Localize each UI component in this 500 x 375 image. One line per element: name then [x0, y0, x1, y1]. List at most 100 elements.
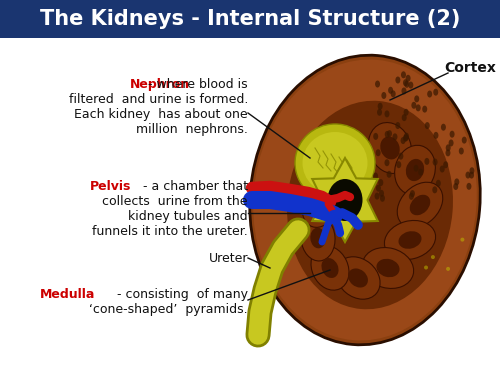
Ellipse shape: [390, 90, 396, 98]
Ellipse shape: [402, 114, 406, 121]
Ellipse shape: [404, 133, 409, 140]
Ellipse shape: [378, 179, 384, 186]
Ellipse shape: [287, 101, 453, 309]
Ellipse shape: [376, 149, 380, 156]
Ellipse shape: [384, 220, 436, 260]
Ellipse shape: [424, 158, 430, 165]
Ellipse shape: [470, 167, 474, 174]
Ellipse shape: [414, 95, 419, 102]
Ellipse shape: [301, 215, 335, 261]
Ellipse shape: [422, 106, 427, 112]
Polygon shape: [312, 158, 378, 242]
Ellipse shape: [311, 246, 349, 290]
Ellipse shape: [425, 122, 430, 129]
Ellipse shape: [384, 110, 390, 117]
Ellipse shape: [410, 195, 430, 215]
Ellipse shape: [384, 159, 390, 166]
Ellipse shape: [362, 248, 414, 288]
Ellipse shape: [446, 267, 450, 271]
Ellipse shape: [403, 79, 408, 86]
FancyBboxPatch shape: [0, 0, 500, 38]
Ellipse shape: [466, 171, 470, 178]
Ellipse shape: [460, 238, 464, 242]
Ellipse shape: [373, 133, 378, 140]
Ellipse shape: [392, 134, 398, 140]
Text: Nephron: Nephron: [130, 78, 190, 91]
Ellipse shape: [432, 186, 438, 194]
Ellipse shape: [416, 104, 420, 111]
Ellipse shape: [302, 183, 338, 227]
Ellipse shape: [453, 183, 458, 190]
Ellipse shape: [380, 136, 400, 159]
Ellipse shape: [373, 172, 378, 180]
Ellipse shape: [431, 255, 435, 259]
Ellipse shape: [377, 109, 382, 116]
Ellipse shape: [310, 149, 354, 191]
Ellipse shape: [400, 137, 406, 144]
Ellipse shape: [404, 109, 408, 116]
Ellipse shape: [406, 75, 410, 82]
Ellipse shape: [404, 81, 409, 88]
Ellipse shape: [459, 147, 464, 154]
Ellipse shape: [440, 165, 444, 172]
Ellipse shape: [312, 195, 328, 215]
Text: - a chamber that
collects  urine from the
kidney tubules and
funnels it into the: - a chamber that collects urine from the…: [92, 180, 248, 238]
Ellipse shape: [398, 231, 421, 249]
Ellipse shape: [401, 71, 406, 78]
Ellipse shape: [397, 182, 443, 228]
Ellipse shape: [376, 259, 400, 277]
Ellipse shape: [328, 179, 362, 221]
Ellipse shape: [404, 134, 408, 141]
Ellipse shape: [402, 87, 406, 94]
Ellipse shape: [386, 171, 392, 178]
Ellipse shape: [394, 145, 436, 195]
Ellipse shape: [410, 190, 415, 197]
Text: - where blood is
filtered  and urine is formed.
Each kidney  has about one
milli: - where blood is filtered and urine is f…: [68, 78, 248, 136]
Ellipse shape: [384, 131, 390, 138]
Ellipse shape: [382, 92, 386, 99]
Text: Medulla: Medulla: [40, 288, 96, 301]
Ellipse shape: [436, 180, 441, 187]
Ellipse shape: [441, 124, 446, 131]
Ellipse shape: [396, 122, 400, 129]
Ellipse shape: [380, 195, 385, 202]
Ellipse shape: [450, 131, 454, 138]
Ellipse shape: [414, 165, 418, 172]
Ellipse shape: [368, 123, 412, 174]
Text: The Kidneys - Internal Structure (2): The Kidneys - Internal Structure (2): [40, 9, 460, 29]
Ellipse shape: [448, 140, 454, 147]
Ellipse shape: [454, 178, 460, 185]
Ellipse shape: [322, 258, 338, 278]
Ellipse shape: [302, 132, 368, 194]
Ellipse shape: [336, 257, 380, 299]
Ellipse shape: [409, 193, 414, 200]
Ellipse shape: [388, 87, 393, 94]
Ellipse shape: [378, 103, 382, 110]
Ellipse shape: [427, 90, 432, 98]
Ellipse shape: [434, 132, 438, 139]
Ellipse shape: [295, 124, 375, 202]
Ellipse shape: [406, 159, 424, 181]
Ellipse shape: [434, 88, 438, 96]
Ellipse shape: [348, 268, 368, 288]
Ellipse shape: [446, 144, 450, 152]
Text: Pelvis: Pelvis: [90, 180, 132, 193]
Text: Cortex: Cortex: [444, 61, 496, 75]
Ellipse shape: [374, 193, 380, 200]
Ellipse shape: [418, 169, 423, 176]
Text: - consisting  of many
‘cone-shaped’  pyramids.: - consisting of many ‘cone-shaped’ pyram…: [90, 288, 248, 316]
Ellipse shape: [322, 161, 342, 179]
Ellipse shape: [469, 172, 474, 178]
Ellipse shape: [412, 102, 416, 109]
Ellipse shape: [403, 135, 408, 142]
Ellipse shape: [443, 161, 448, 168]
Ellipse shape: [398, 153, 404, 160]
Ellipse shape: [376, 185, 381, 192]
Ellipse shape: [462, 136, 467, 144]
Ellipse shape: [310, 228, 326, 248]
Ellipse shape: [408, 82, 414, 88]
Ellipse shape: [424, 266, 428, 270]
Ellipse shape: [396, 76, 400, 84]
Ellipse shape: [387, 130, 392, 137]
Ellipse shape: [250, 55, 480, 345]
